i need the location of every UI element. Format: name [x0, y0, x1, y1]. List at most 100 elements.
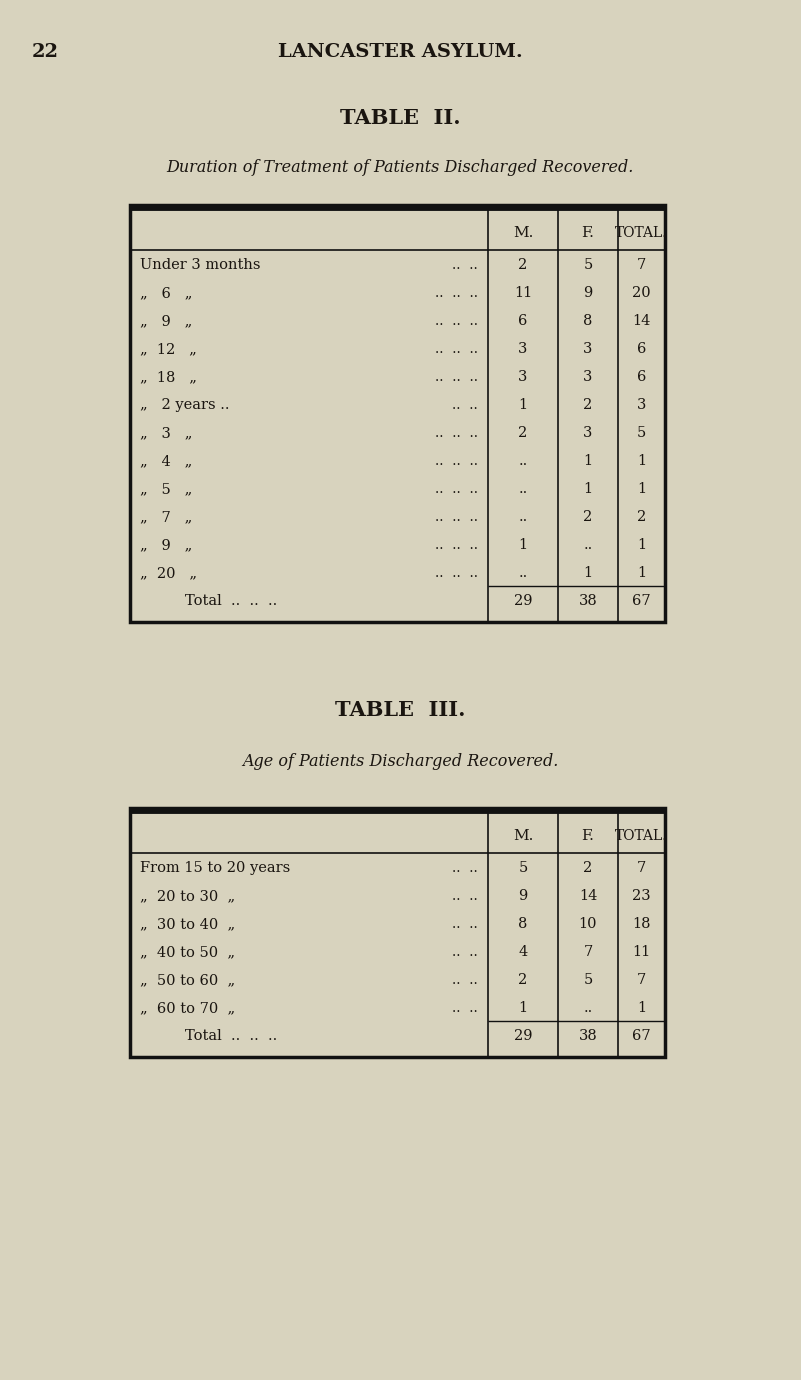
Text: ..  ..  ..: .. .. ..: [435, 315, 478, 328]
Text: 5: 5: [637, 426, 646, 440]
Text: 14: 14: [632, 315, 650, 328]
Text: 1: 1: [518, 1002, 528, 1016]
Text: 3: 3: [583, 342, 593, 356]
Text: ..  ..: .. ..: [453, 258, 478, 272]
Text: 11: 11: [514, 287, 532, 301]
Text: 7: 7: [637, 258, 646, 272]
Text: LANCASTER ASYLUM.: LANCASTER ASYLUM.: [278, 43, 522, 61]
Text: ..: ..: [518, 454, 528, 468]
Text: Total  ..  ..  ..: Total .. .. ..: [185, 595, 277, 609]
Text: 1: 1: [583, 454, 593, 468]
Text: 29: 29: [513, 595, 532, 609]
Text: 2: 2: [637, 511, 646, 524]
Text: 38: 38: [578, 1029, 598, 1043]
Text: 3: 3: [637, 399, 646, 413]
Text: „  40 to 50  „: „ 40 to 50 „: [140, 945, 235, 959]
Text: 7: 7: [583, 945, 593, 959]
Text: 4: 4: [518, 945, 528, 959]
Text: 1: 1: [637, 538, 646, 552]
Text: ..  ..: .. ..: [453, 399, 478, 413]
Text: ..  ..  ..: .. .. ..: [435, 566, 478, 581]
Text: 11: 11: [632, 945, 650, 959]
Text: 7: 7: [637, 973, 646, 988]
Text: TOTAL.: TOTAL.: [615, 226, 668, 240]
Text: 67: 67: [632, 595, 650, 609]
Text: ..  ..  ..: .. .. ..: [435, 538, 478, 552]
Text: 1: 1: [583, 566, 593, 581]
Text: 5: 5: [583, 973, 593, 988]
Text: 23: 23: [632, 889, 650, 904]
Text: 8: 8: [583, 315, 593, 328]
Text: 2: 2: [518, 258, 528, 272]
Text: 5: 5: [583, 258, 593, 272]
Text: ..  ..  ..: .. .. ..: [435, 511, 478, 524]
Text: M.: M.: [513, 226, 533, 240]
Text: ..  ..  ..: .. .. ..: [435, 483, 478, 497]
Text: ..: ..: [518, 483, 528, 497]
Text: 67: 67: [632, 1029, 650, 1043]
Text: ..  ..  ..: .. .. ..: [435, 426, 478, 440]
Text: 1: 1: [637, 1002, 646, 1016]
Text: 2: 2: [518, 426, 528, 440]
Text: 8: 8: [518, 918, 528, 932]
Text: „   4   „: „ 4 „: [140, 454, 192, 468]
Text: 1: 1: [637, 454, 646, 468]
Text: 6: 6: [637, 370, 646, 385]
Text: Under 3 months: Under 3 months: [140, 258, 260, 272]
Text: „   7   „: „ 7 „: [140, 511, 192, 524]
Text: Duration of Treatment of Patients Discharged Recovered.: Duration of Treatment of Patients Discha…: [167, 160, 634, 177]
Text: „  18   „: „ 18 „: [140, 370, 197, 385]
Text: 2: 2: [583, 511, 593, 524]
Text: ..  ..: .. ..: [453, 918, 478, 932]
Text: 29: 29: [513, 1029, 532, 1043]
Text: 1: 1: [637, 566, 646, 581]
Text: 2: 2: [518, 973, 528, 988]
Text: „  30 to 40  „: „ 30 to 40 „: [140, 918, 235, 932]
Text: 9: 9: [518, 889, 528, 904]
Text: 2: 2: [583, 399, 593, 413]
Text: 1: 1: [637, 483, 646, 497]
Text: 3: 3: [518, 342, 528, 356]
Text: „   9   „: „ 9 „: [140, 538, 192, 552]
Text: Age of Patients Discharged Recovered.: Age of Patients Discharged Recovered.: [242, 753, 558, 770]
Text: TABLE  III.: TABLE III.: [335, 700, 465, 720]
Text: „  20   „: „ 20 „: [140, 566, 197, 581]
Text: „   6   „: „ 6 „: [140, 287, 192, 301]
Text: ..  ..: .. ..: [453, 889, 478, 904]
Text: ..  ..: .. ..: [453, 1002, 478, 1016]
Text: 6: 6: [518, 315, 528, 328]
Text: ..  ..: .. ..: [453, 945, 478, 959]
Text: 3: 3: [518, 370, 528, 385]
Text: „   5   „: „ 5 „: [140, 483, 192, 497]
Text: 7: 7: [637, 861, 646, 875]
Text: 5: 5: [518, 861, 528, 875]
Text: 3: 3: [583, 426, 593, 440]
Text: F.: F.: [582, 829, 594, 843]
Text: 2: 2: [583, 861, 593, 875]
Text: M.: M.: [513, 829, 533, 843]
Text: ..: ..: [583, 1002, 593, 1016]
Text: From 15 to 20 years: From 15 to 20 years: [140, 861, 290, 875]
Bar: [130, 206, 665, 622]
Text: ..  ..  ..: .. .. ..: [435, 454, 478, 468]
Text: ..: ..: [518, 511, 528, 524]
Text: ..  ..  ..: .. .. ..: [435, 287, 478, 301]
Text: 1: 1: [518, 399, 528, 413]
Text: 10: 10: [579, 918, 598, 932]
Text: TABLE  II.: TABLE II.: [340, 108, 461, 128]
Text: TOTAL.: TOTAL.: [615, 829, 668, 843]
Text: „  12   „: „ 12 „: [140, 342, 197, 356]
Text: ..  ..: .. ..: [453, 861, 478, 875]
Text: „  60 to 70  „: „ 60 to 70 „: [140, 1002, 235, 1016]
Text: ..: ..: [583, 538, 593, 552]
Text: 14: 14: [579, 889, 598, 904]
Text: „   2 years ..: „ 2 years ..: [140, 399, 230, 413]
Bar: [130, 809, 665, 1057]
Text: „   9   „: „ 9 „: [140, 315, 192, 328]
Text: 3: 3: [583, 370, 593, 385]
Text: ..: ..: [518, 566, 528, 581]
Text: ..  ..: .. ..: [453, 973, 478, 988]
Text: 6: 6: [637, 342, 646, 356]
Text: 1: 1: [518, 538, 528, 552]
Text: F.: F.: [582, 226, 594, 240]
